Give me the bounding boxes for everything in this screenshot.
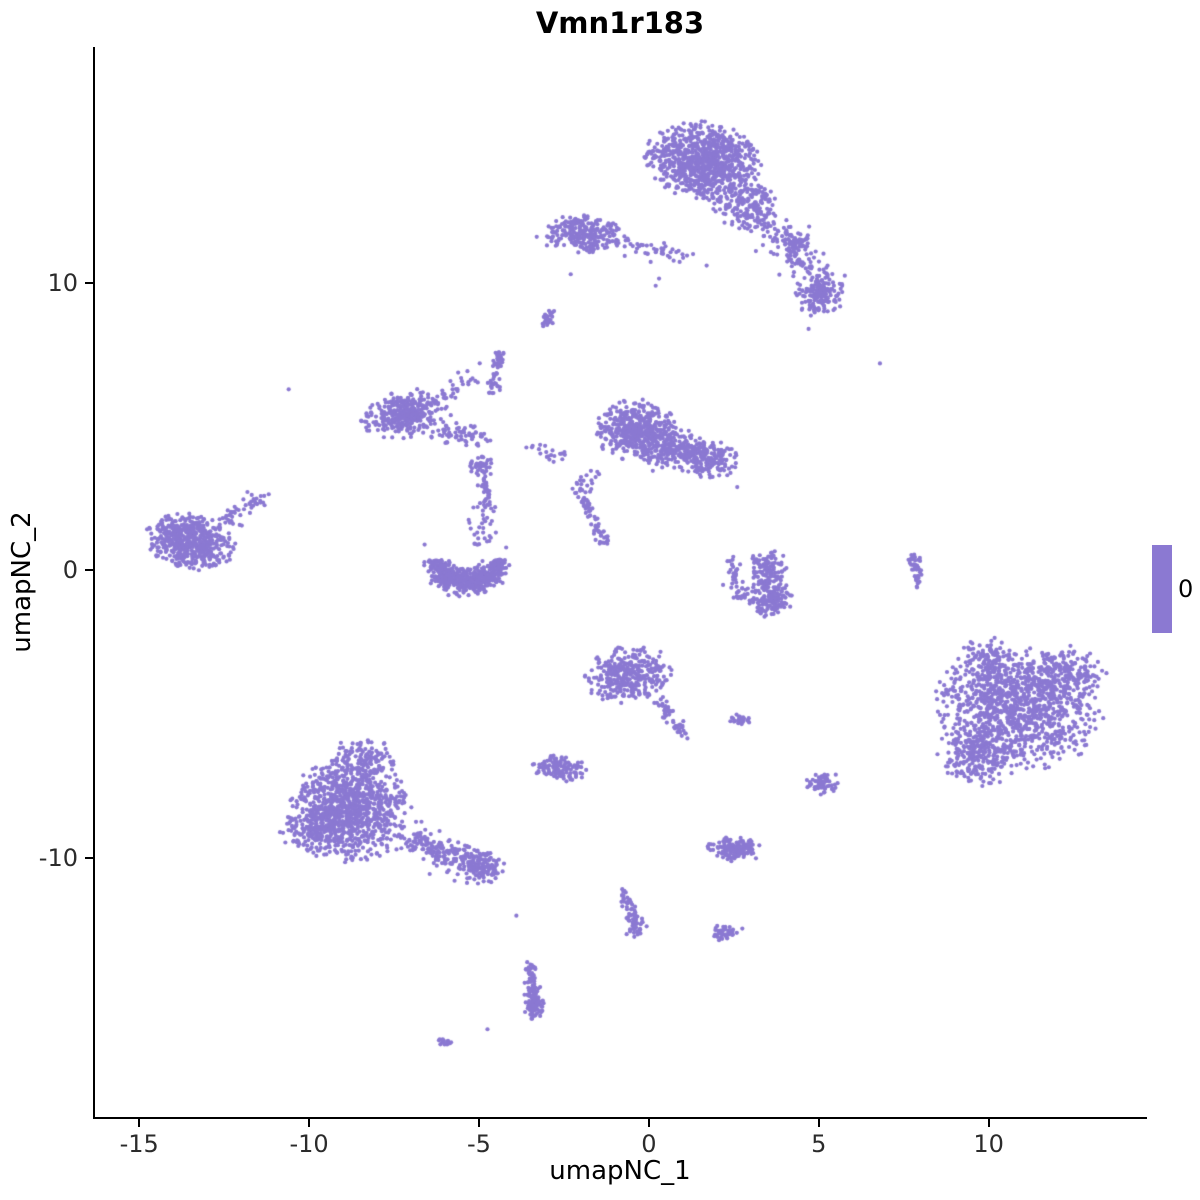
- x-tick-mark: [308, 1119, 311, 1127]
- x-tick-label: 5: [811, 1130, 827, 1158]
- x-axis-line: [93, 1117, 1147, 1119]
- y-tick-mark: [85, 569, 93, 572]
- legend-label-0: 0: [1178, 575, 1194, 603]
- x-tick-label: -5: [467, 1130, 491, 1158]
- x-tick-label: 0: [641, 1130, 657, 1158]
- x-tick-label: -10: [289, 1130, 329, 1158]
- umap-canvas: [95, 47, 1145, 1117]
- x-tick-label: 10: [973, 1130, 1004, 1158]
- x-tick-mark: [817, 1119, 820, 1127]
- x-tick-mark: [987, 1119, 990, 1127]
- y-tick-mark: [85, 857, 93, 860]
- y-axis-line: [93, 47, 95, 1119]
- y-tick-label: 10: [47, 268, 78, 297]
- y-tick-label: 0: [62, 556, 78, 585]
- x-tick-mark: [477, 1119, 480, 1127]
- chart-title: Vmn1r183: [535, 6, 705, 40]
- x-axis-title: umapNC_1: [549, 1156, 691, 1186]
- y-tick-label: -10: [38, 844, 78, 873]
- legend-colorbar: [1152, 545, 1172, 633]
- x-tick-label: -15: [119, 1130, 159, 1158]
- y-tick-mark: [85, 281, 93, 284]
- x-tick-mark: [138, 1119, 141, 1127]
- x-tick-mark: [647, 1119, 650, 1127]
